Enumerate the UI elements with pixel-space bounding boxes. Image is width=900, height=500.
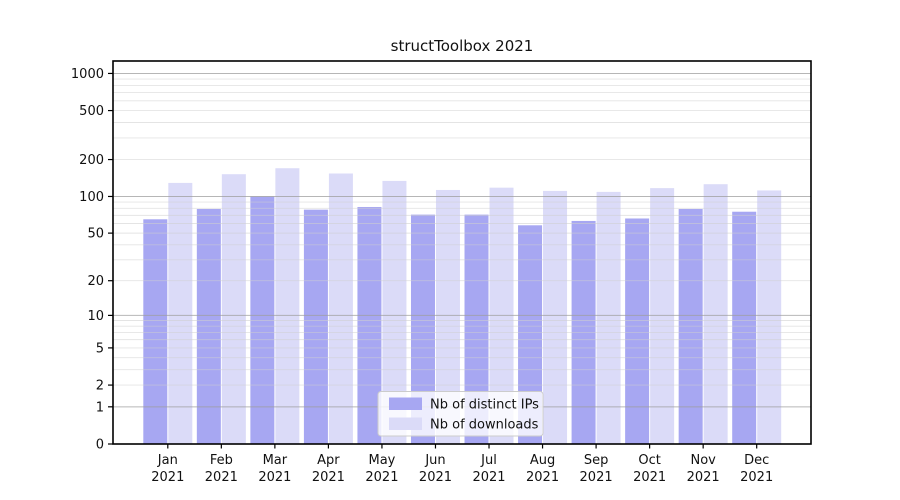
plot-border bbox=[112, 60, 812, 445]
x-tick-label-month: Jul bbox=[480, 453, 497, 468]
x-tick-label-year: 2021 bbox=[526, 470, 559, 485]
y-tick-label: 1 bbox=[96, 400, 104, 415]
bar-aug-downloads bbox=[543, 190, 568, 444]
x-tick-label-year: 2021 bbox=[205, 470, 238, 485]
x-tick-label-month: Feb bbox=[210, 453, 233, 468]
x-tick-label-month: Jan bbox=[157, 453, 178, 468]
x-tick-label-year: 2021 bbox=[472, 470, 505, 485]
x-tick-label-year: 2021 bbox=[419, 470, 452, 485]
y-tick-label: 5 bbox=[96, 341, 104, 356]
bar-dec-downloads bbox=[757, 190, 782, 444]
legend-swatch-ips bbox=[389, 397, 422, 410]
y-tick-label: 100 bbox=[79, 190, 104, 205]
x-tick-label-year: 2021 bbox=[633, 470, 666, 485]
bar-sep-downloads bbox=[596, 191, 621, 444]
bar-jan-downloads bbox=[168, 182, 193, 445]
chart-title: structToolbox 2021 bbox=[390, 37, 534, 55]
x-tick-label-month: May bbox=[368, 453, 395, 468]
x-tick-label-year: 2021 bbox=[312, 470, 345, 485]
x-tick-label-month: Sep bbox=[584, 453, 609, 468]
bar-apr-ips bbox=[303, 209, 328, 444]
x-tick-label-year: 2021 bbox=[687, 470, 720, 485]
x-tick-label-month: Jun bbox=[424, 453, 445, 468]
bar-oct-ips bbox=[625, 218, 650, 444]
y-tick-label: 2 bbox=[96, 379, 104, 394]
bar-jan-ips bbox=[143, 219, 168, 444]
x-tick-label-year: 2021 bbox=[740, 470, 773, 485]
legend-swatch-downloads bbox=[389, 417, 422, 430]
bar-mar-downloads bbox=[275, 168, 300, 444]
bar-nov-downloads bbox=[703, 184, 728, 444]
bar-oct-downloads bbox=[650, 188, 675, 444]
y-tick-label: 20 bbox=[87, 274, 104, 289]
bar-may-ips bbox=[357, 206, 382, 444]
bar-feb-downloads bbox=[221, 174, 246, 444]
x-tick-label-month: Aug bbox=[530, 453, 555, 468]
x-tick-label-month: Dec bbox=[744, 453, 769, 468]
legend-label-downloads: Nb of downloads bbox=[430, 418, 539, 433]
y-tick-label: 1000 bbox=[71, 67, 104, 82]
x-tick-label-year: 2021 bbox=[258, 470, 291, 485]
x-tick-label-year: 2021 bbox=[580, 470, 613, 485]
y-tick-label: 10 bbox=[87, 309, 104, 324]
y-tick-label: 50 bbox=[87, 227, 104, 242]
legend: Nb of distinct IPs Nb of downloads bbox=[377, 391, 544, 437]
x-tick-label-month: Oct bbox=[638, 453, 660, 468]
x-tick-label-month: Mar bbox=[263, 453, 288, 468]
legend-label-ips: Nb of distinct IPs bbox=[430, 398, 539, 413]
y-tick-label: 200 bbox=[79, 153, 104, 168]
bar-apr-downloads bbox=[328, 173, 353, 445]
x-tick-label-month: Apr bbox=[317, 453, 340, 468]
y-tick-label: 500 bbox=[79, 104, 104, 119]
y-tick-label: 0 bbox=[96, 438, 104, 453]
x-tick-label-year: 2021 bbox=[151, 470, 184, 485]
x-tick-label-year: 2021 bbox=[365, 470, 398, 485]
bar-dec-ips bbox=[732, 211, 757, 444]
x-tick-label-month: Nov bbox=[690, 453, 716, 468]
